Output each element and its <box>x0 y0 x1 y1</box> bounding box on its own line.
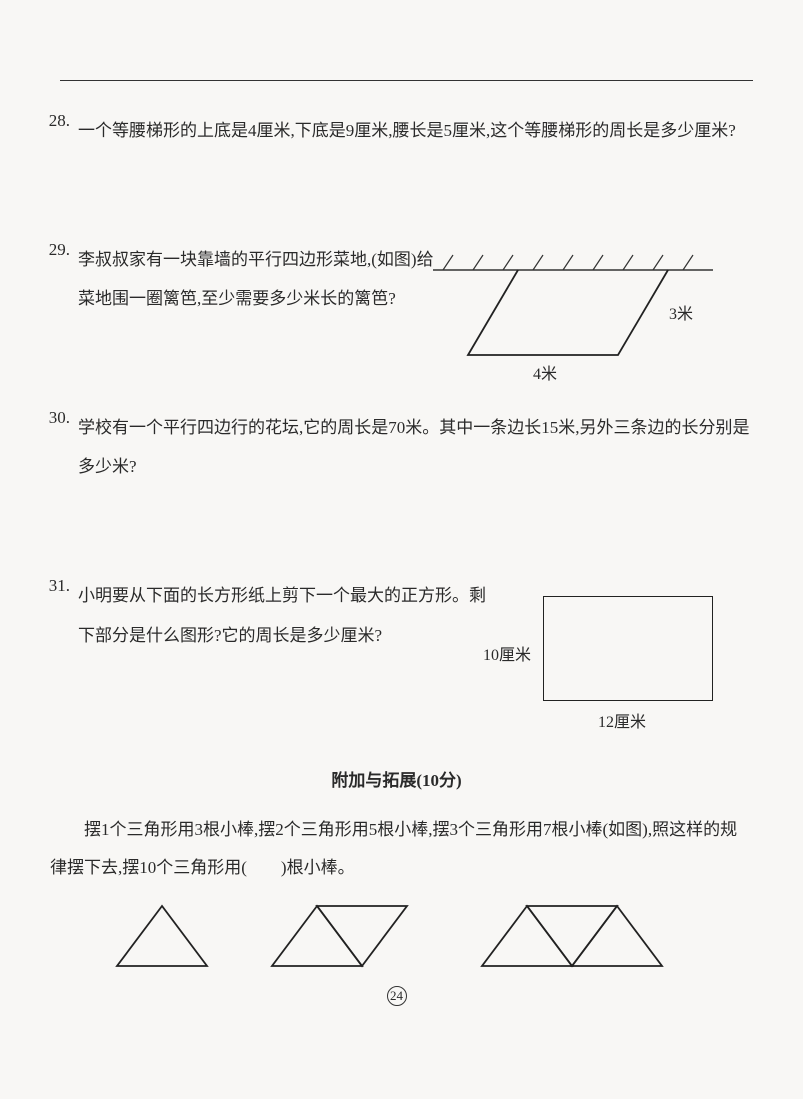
width-label: 12厘米 <box>598 708 646 732</box>
question-29: 29. 李叔叔家有一块靠墙的平行四边形菜地,(如图)给菜地围一圈篱笆,至少需要多… <box>40 240 753 318</box>
question-number: 31. <box>40 576 78 596</box>
rectangle-figure: 10厘米 12厘米 <box>483 596 723 726</box>
question-text: 一个等腰梯形的上底是4厘米,下底是9厘米,腰长是5厘米,这个等腰梯形的周长是多少… <box>78 111 753 150</box>
horizontal-rule <box>60 80 753 81</box>
height-label: 10厘米 <box>483 641 531 665</box>
question-28: 28. 一个等腰梯形的上底是4厘米,下底是9厘米,腰长是5厘米,这个等腰梯形的周… <box>40 111 753 150</box>
page-number: 24 <box>40 986 753 1006</box>
triangle-3 <box>477 901 687 971</box>
parallelogram-figure: 3米 4米 <box>423 250 723 385</box>
rectangle-shape <box>543 596 713 701</box>
page-number-value: 24 <box>387 986 407 1006</box>
question-number: 29. <box>40 240 78 260</box>
extra-text: 摆1个三角形用3根小棒,摆2个三角形用5根小棒,摆3个三角形用7根小棒(如图),… <box>40 811 753 886</box>
extra-section-title: 附加与拓展(10分) <box>40 766 753 791</box>
triangle-1 <box>107 901 217 971</box>
question-number: 30. <box>40 408 78 428</box>
question-number: 28. <box>40 111 78 131</box>
question-text: 学校有一个平行四边行的花坛,它的周长是70米。其中一条边长15米,另外三条边的长… <box>78 408 753 486</box>
question-31: 31. 小明要从下面的长方形纸上剪下一个最大的正方形。剩下部分是什么图形?它的周… <box>40 576 753 726</box>
question-30: 30. 学校有一个平行四边行的花坛,它的周长是70米。其中一条边长15米,另外三… <box>40 408 753 486</box>
bottom-label: 4米 <box>533 360 557 384</box>
side-label: 3米 <box>669 300 693 324</box>
triangle-2 <box>267 901 427 971</box>
triangle-figures <box>40 901 753 971</box>
